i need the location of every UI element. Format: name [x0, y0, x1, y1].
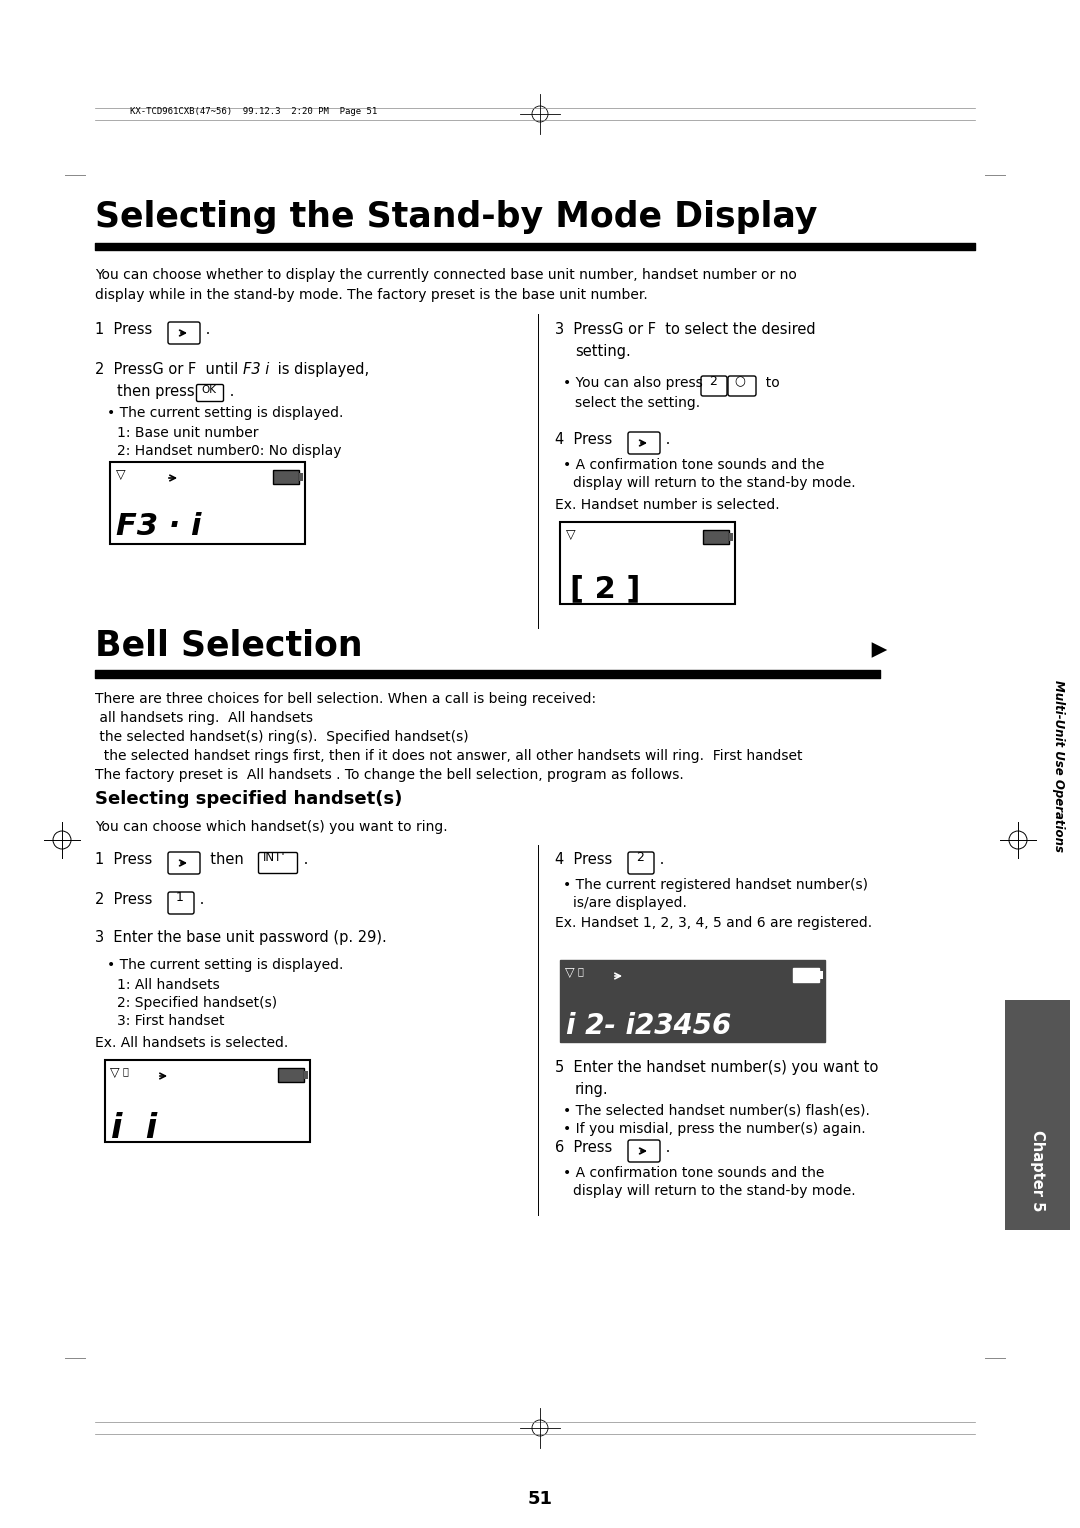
Bar	[110, 461, 305, 544]
Text: • The current setting is displayed.: • The current setting is displayed.	[107, 406, 343, 420]
Bar	[561, 960, 825, 1042]
Bar	[561, 523, 735, 604]
Text: 1: All handsets: 1: All handsets	[117, 978, 219, 992]
Text: all handsets ring.  All handsets: all handsets ring. All handsets	[95, 711, 313, 724]
Text: ▽: ▽	[110, 1067, 120, 1079]
Text: 1: Base unit number: 1: Base unit number	[117, 426, 258, 440]
Text: Selecting specified handset(s): Selecting specified handset(s)	[95, 790, 403, 808]
FancyBboxPatch shape	[258, 853, 297, 874]
Text: 1  Press: 1 Press	[95, 322, 152, 338]
Text: .: .	[661, 432, 671, 448]
FancyBboxPatch shape	[627, 853, 654, 874]
Text: 4  Press: 4 Press	[555, 432, 612, 448]
Text: [ 2 ]: [ 2 ]	[570, 575, 640, 604]
Text: ⧖: ⧖	[123, 1067, 129, 1076]
Text: 6  Press: 6 Press	[555, 1140, 612, 1155]
Text: Ex. Handset number is selected.: Ex. Handset number is selected.	[555, 498, 780, 512]
Text: INT': INT'	[264, 851, 285, 863]
Text: display will return to the stand-by mode.: display will return to the stand-by mode…	[573, 477, 855, 490]
Text: ring.: ring.	[575, 1082, 609, 1097]
Bar	[303, 1071, 308, 1079]
FancyBboxPatch shape	[168, 892, 194, 914]
Text: to: to	[757, 376, 780, 390]
Text: .: .	[654, 853, 664, 866]
Text: i  i: i i	[111, 1112, 158, 1144]
FancyBboxPatch shape	[701, 376, 727, 396]
Text: .: .	[661, 1140, 671, 1155]
FancyBboxPatch shape	[627, 1140, 660, 1161]
Text: .: .	[195, 892, 204, 908]
Bar	[793, 969, 819, 983]
Text: 2: 2	[708, 374, 717, 388]
Bar	[819, 970, 823, 979]
Text: then press: then press	[117, 384, 194, 399]
FancyBboxPatch shape	[627, 432, 660, 454]
Text: • You can also press: • You can also press	[563, 376, 703, 390]
FancyBboxPatch shape	[168, 322, 200, 344]
FancyBboxPatch shape	[168, 853, 200, 874]
Text: .: .	[201, 322, 211, 338]
Bar	[105, 1060, 310, 1141]
Bar	[278, 1068, 303, 1082]
Text: You can choose which handset(s) you want to ring.: You can choose which handset(s) you want…	[95, 821, 447, 834]
Text: 2: 2	[636, 851, 644, 863]
Text: the selected handset(s) ring(s).  Specified handset(s): the selected handset(s) ring(s). Specifi…	[95, 730, 469, 744]
Text: 1  Press: 1 Press	[95, 853, 152, 866]
Text: 2: Specified handset(s): 2: Specified handset(s)	[117, 996, 278, 1010]
Text: • The current setting is displayed.: • The current setting is displayed.	[107, 958, 343, 972]
Text: is displayed,: is displayed,	[273, 362, 369, 377]
Text: 5  Enter the handset number(s) you want to: 5 Enter the handset number(s) you want t…	[555, 1060, 878, 1076]
Text: Selecting the Stand-by Mode Display: Selecting the Stand-by Mode Display	[95, 200, 818, 234]
Text: display will return to the stand-by mode.: display will return to the stand-by mode…	[573, 1184, 855, 1198]
Text: You can choose whether to display the currently connected base unit number, hand: You can choose whether to display the cu…	[95, 267, 797, 283]
Bar	[729, 533, 733, 541]
Text: .: .	[225, 384, 234, 399]
Text: Bell Selection: Bell Selection	[95, 628, 363, 662]
Text: .: .	[299, 853, 309, 866]
Text: 2: Handset number0: No display: 2: Handset number0: No display	[117, 445, 341, 458]
Text: is/are displayed.: is/are displayed.	[573, 895, 687, 911]
Text: 51: 51	[527, 1490, 553, 1508]
Text: setting.: setting.	[575, 344, 631, 359]
Text: select the setting.: select the setting.	[575, 396, 700, 410]
Text: i 2- i23456: i 2- i23456	[566, 1012, 731, 1041]
Text: There are three choices for bell selection. When a call is being received:: There are three choices for bell selecti…	[95, 692, 596, 706]
Text: F3 i: F3 i	[243, 362, 269, 377]
Text: 4  Press: 4 Press	[555, 853, 612, 866]
Text: ○: ○	[734, 374, 745, 388]
Text: display while in the stand-by mode. The factory preset is the base unit number.: display while in the stand-by mode. The …	[95, 287, 648, 303]
Text: OK: OK	[201, 385, 216, 396]
Text: Chapter 5: Chapter 5	[1029, 1131, 1044, 1212]
Text: ⧖: ⧖	[578, 966, 584, 976]
Text: then: then	[201, 853, 244, 866]
Text: • The current registered handset number(s): • The current registered handset number(…	[563, 879, 868, 892]
Bar	[703, 530, 729, 544]
Bar	[1005, 999, 1070, 1230]
Text: 3  PressG or F  to select the desired: 3 PressG or F to select the desired	[555, 322, 815, 338]
Text: 2  PressG or F  until: 2 PressG or F until	[95, 362, 247, 377]
Text: 1: 1	[176, 891, 184, 905]
Text: • A confirmation tone sounds and the: • A confirmation tone sounds and the	[563, 458, 824, 472]
Text: Ex. Handset 1, 2, 3, 4, 5 and 6 are registered.: Ex. Handset 1, 2, 3, 4, 5 and 6 are regi…	[555, 915, 873, 931]
Text: the selected handset rings first, then if it does not answer, all other handsets: the selected handset rings first, then i…	[95, 749, 802, 762]
Text: KX-TCD961CXB(47~56)  99.12.3  2:20 PM  Page 51: KX-TCD961CXB(47~56) 99.12.3 2:20 PM Page…	[130, 107, 377, 116]
FancyBboxPatch shape	[197, 385, 224, 402]
Text: 3  Enter the base unit password (p. 29).: 3 Enter the base unit password (p. 29).	[95, 931, 387, 944]
Text: 3: First handset: 3: First handset	[117, 1015, 225, 1028]
Text: The factory preset is  All handsets . To change the bell selection, program as f: The factory preset is All handsets . To …	[95, 769, 684, 782]
Text: Ex. All handsets is selected.: Ex. All handsets is selected.	[95, 1036, 288, 1050]
Text: Multi-Unit Use Operations: Multi-Unit Use Operations	[1052, 680, 1065, 853]
Bar	[299, 474, 303, 481]
Text: ▽: ▽	[566, 529, 576, 541]
Text: ▽: ▽	[565, 966, 575, 979]
Text: F3 · i: F3 · i	[116, 512, 202, 541]
Text: ▽: ▽	[116, 468, 125, 481]
Text: • The selected handset number(s) flash(es).: • The selected handset number(s) flash(e…	[563, 1105, 869, 1118]
FancyBboxPatch shape	[728, 376, 756, 396]
Bar	[273, 471, 299, 484]
Text: • A confirmation tone sounds and the: • A confirmation tone sounds and the	[563, 1166, 824, 1180]
Text: 2  Press: 2 Press	[95, 892, 152, 908]
Text: • If you misdial, press the number(s) again.: • If you misdial, press the number(s) ag…	[563, 1122, 866, 1135]
